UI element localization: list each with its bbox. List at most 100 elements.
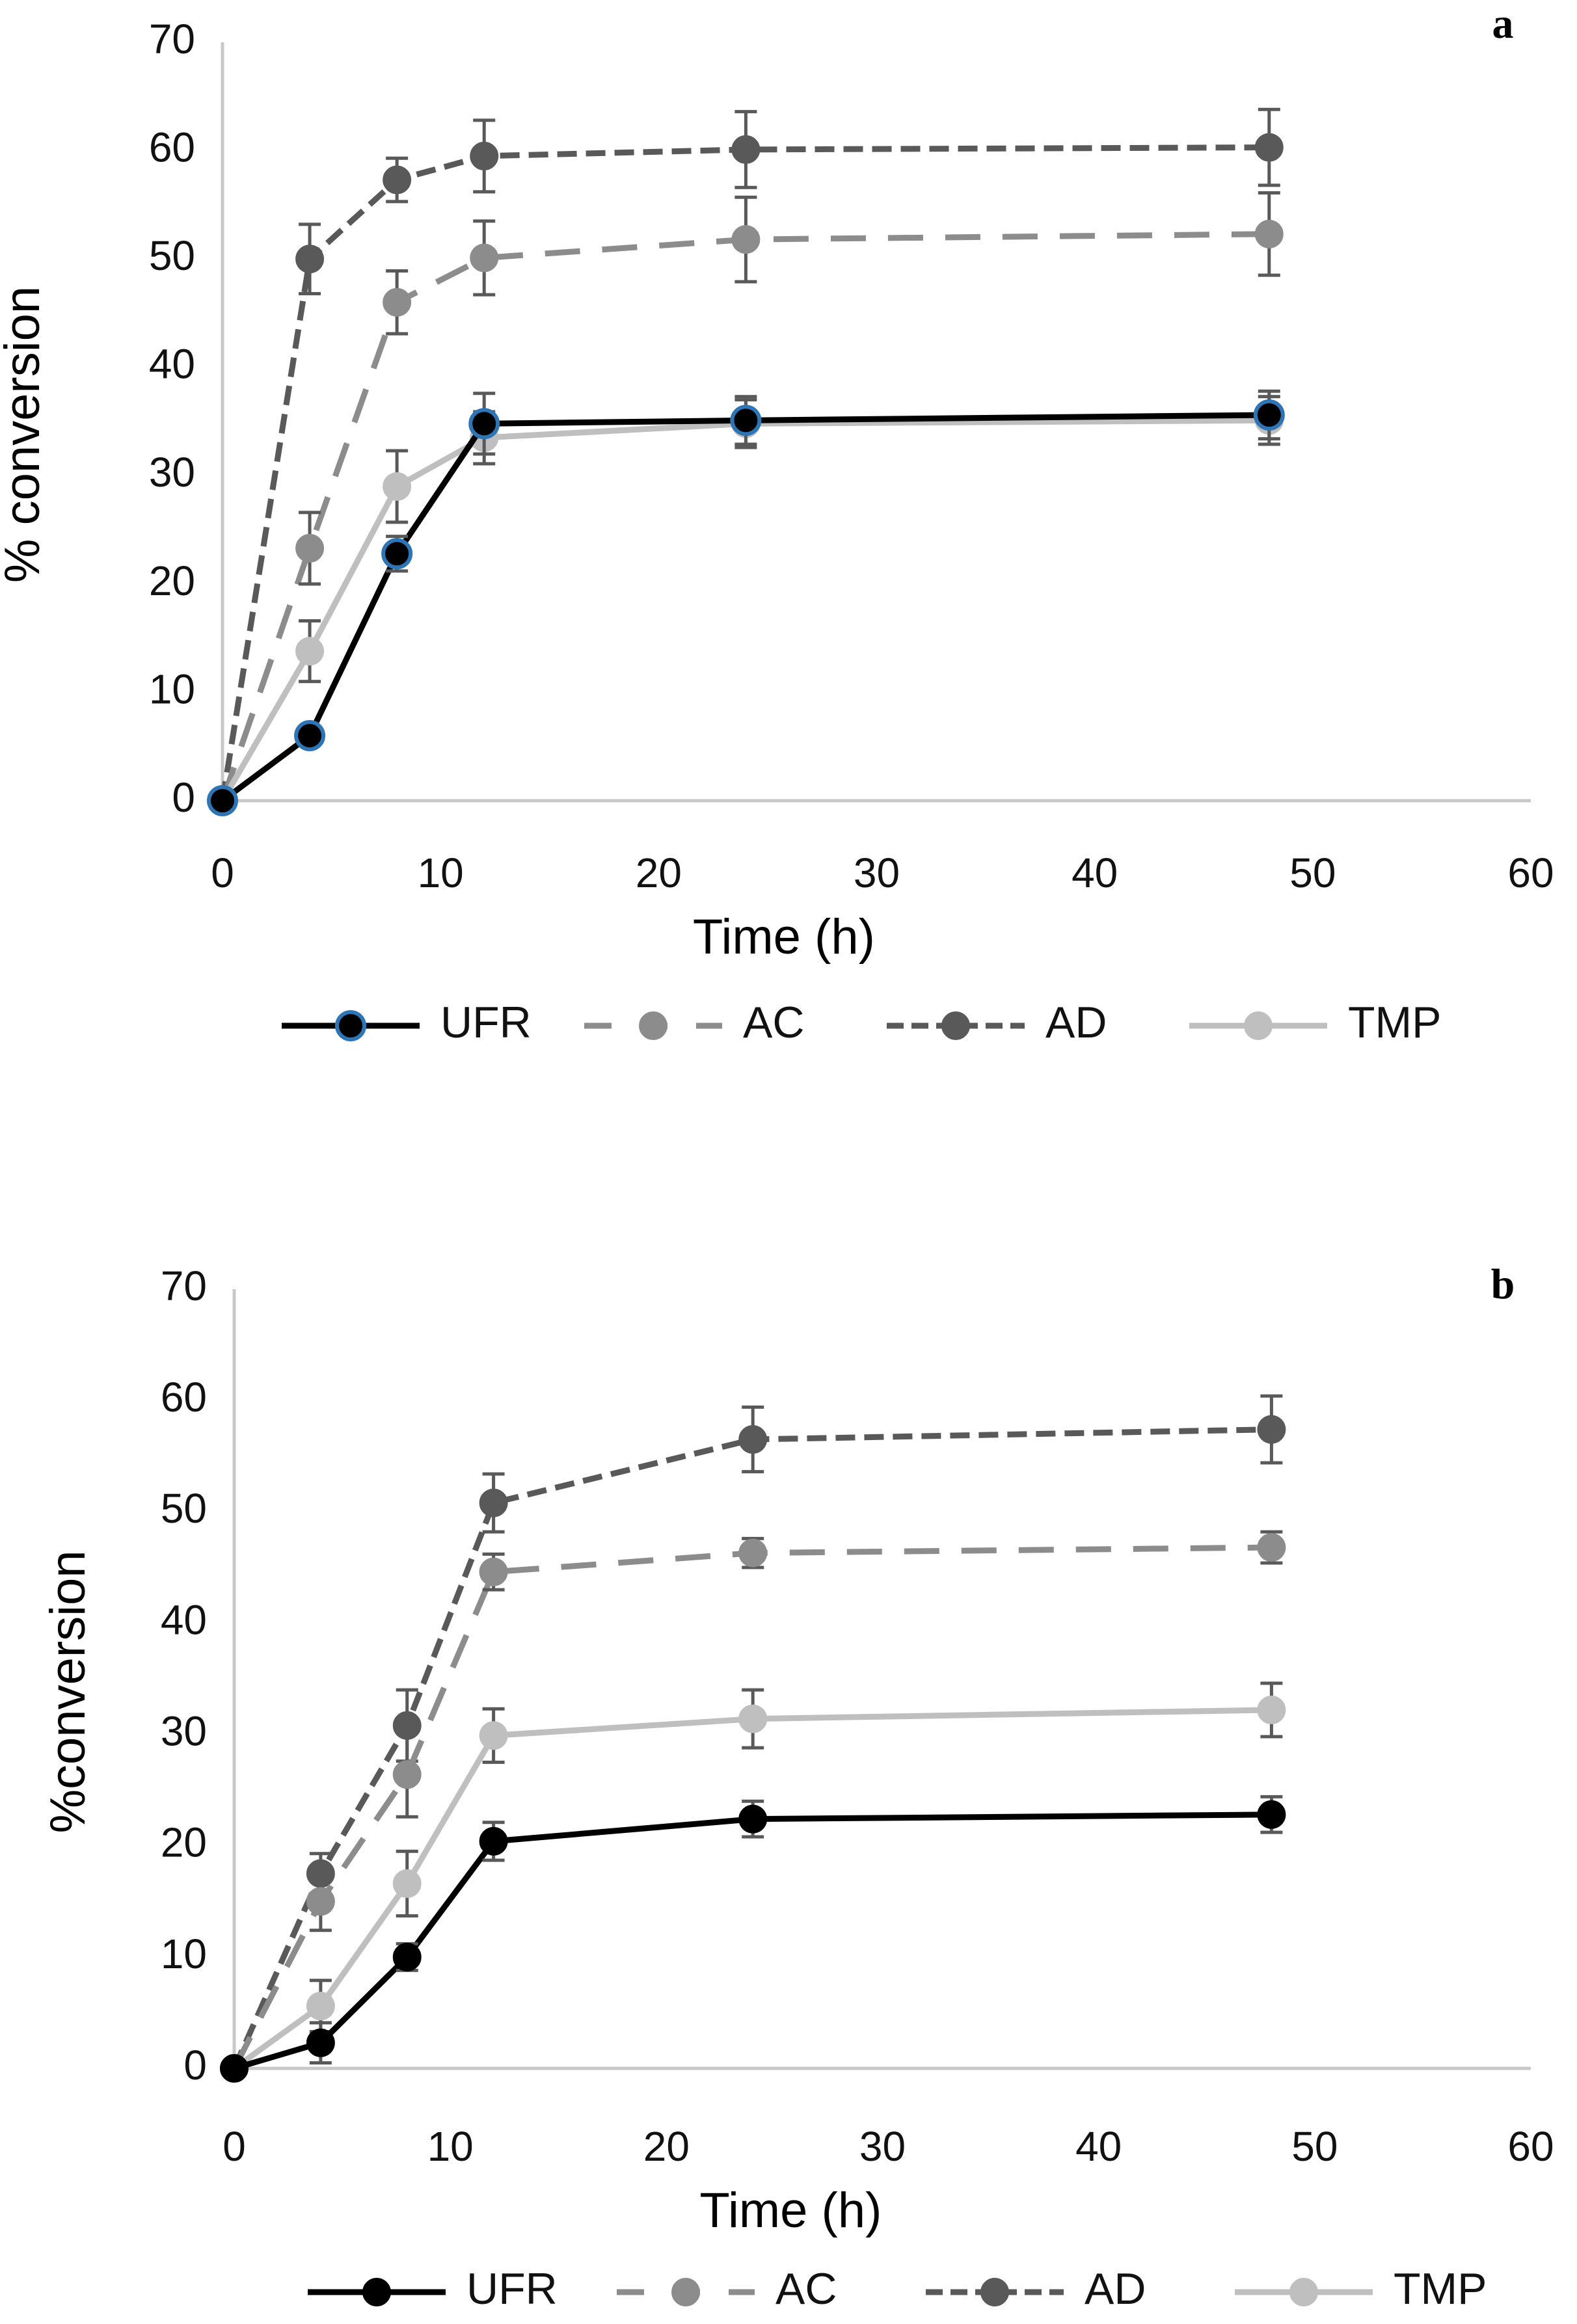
series-line-tmp [220,417,1269,803]
data-point [738,1538,768,1568]
data-point [730,405,762,436]
panel-label: b [1491,1261,1515,1308]
series-ufr [207,389,1285,816]
data-point [731,225,761,254]
series-line-ufr [221,412,1269,803]
panel-label: a [1492,0,1514,47]
data-point [1257,1415,1286,1444]
x-tick-label: 10 [427,2123,474,2170]
data-point [207,785,238,816]
y-tick-label: 10 [161,1930,207,1977]
data-point [383,472,412,501]
x-axis-title: Time (h) [699,2183,882,2238]
legend-item-ac: AC [584,998,804,1047]
legend-item-ac: AC [617,2264,837,2314]
data-point [1253,399,1285,431]
data-point [738,1704,768,1733]
series-line-ad [231,1426,1272,2070]
data-point [392,1869,422,1898]
legend-swatch-marker [980,2278,1009,2306]
data-point [381,538,413,570]
y-tick-label: 60 [149,124,195,170]
legend-label: AD [1085,2264,1146,2314]
y-tick-label: 40 [161,1596,207,1643]
legend: UFR AC AD TMP [282,998,1442,1047]
legend-label: AC [775,2264,837,2314]
y-tick-label: 50 [149,232,195,279]
y-tick-label: 0 [183,2042,207,2089]
y-tick-label: 30 [149,449,195,496]
data-point [479,1557,508,1586]
legend-item-tmp: TMP [1189,998,1442,1047]
y-tick-label: 30 [161,1707,207,1754]
data-point [383,165,412,194]
x-tick-label: 0 [222,2123,246,2170]
chart-panel-b: 0 10 20 30 40 50 60 70 0 10 20 30 40 50 60 Time (h) %con… [40,1261,1554,2314]
x-tick-label: 0 [211,849,234,896]
data-point [479,1488,508,1517]
data-point [295,637,325,666]
legend-swatch-marker [1289,2278,1318,2306]
data-point [479,1826,508,1856]
legend-swatch-marker [335,1010,366,1041]
data-point [1257,1533,1286,1562]
legend-item-ufr: UFR [308,2264,558,2314]
x-tick-label: 60 [1507,2123,1554,2170]
y-tick-label: 0 [172,774,195,821]
chart-panel-a: 0 10 20 30 40 50 60 70 0 10 20 30 40 50 60 Time (h) % co… [0,0,1554,1047]
legend-swatch-marker [362,2278,391,2306]
x-tick-label: 50 [1291,2123,1338,2170]
data-point [306,1887,335,1916]
legend-item-ad: AD [887,998,1107,1047]
data-point [738,1425,768,1454]
legend-label: TMP [1394,2264,1487,2314]
x-tick-label: 50 [1289,849,1336,896]
x-tick-label: 60 [1507,849,1554,896]
y-tick-label: 20 [149,557,195,604]
series-ac [208,191,1284,815]
series-tmp [220,1681,1286,2083]
legend-swatch-marker [941,1011,970,1040]
y-tick-label: 60 [161,1374,207,1421]
data-point [468,408,500,440]
legend-item-ufr: UFR [282,998,532,1047]
y-axis-title: %conversion [40,1550,96,1833]
y-tick-label: 50 [161,1485,207,1532]
series-ufr [220,1795,1286,2083]
data-point [1257,1695,1286,1724]
legend-swatch-marker [671,2278,700,2306]
y-tick-label: 20 [161,1819,207,1866]
legend-label: TMP [1348,998,1442,1047]
x-axis-title: Time (h) [693,909,875,965]
x-tick-label: 20 [643,2123,690,2170]
legend-label: AC [743,998,804,1047]
data-point [306,1992,335,2021]
data-point [1254,219,1284,248]
data-point [470,141,499,170]
data-point [295,245,325,274]
y-tick-label: 10 [149,665,195,712]
legend-label: UFR [466,2264,558,2314]
legend-item-tmp: TMP [1235,2264,1487,2314]
x-tick-label: 30 [854,849,900,896]
x-tick-label: 20 [636,849,682,896]
data-point [294,720,326,752]
y-tick-label: 70 [161,1262,207,1309]
legend-label: UFR [440,998,532,1047]
y-axis-title: % conversion [0,286,50,583]
series-line-ufr [233,1811,1272,2072]
legend-label: AD [1045,998,1107,1047]
y-tick-label: 40 [149,341,195,388]
x-tick-label: 40 [1075,2123,1122,2170]
legend: UFR AC AD TMP [308,2264,1487,2314]
data-point [383,287,412,317]
data-point [220,2054,249,2083]
data-point [479,1721,508,1750]
data-point [295,533,325,563]
y-tick-label: 70 [149,16,195,62]
data-point [470,243,499,273]
data-point [392,1942,422,1971]
data-point [731,135,761,164]
data-point [1254,133,1284,162]
x-tick-label: 40 [1072,849,1118,896]
